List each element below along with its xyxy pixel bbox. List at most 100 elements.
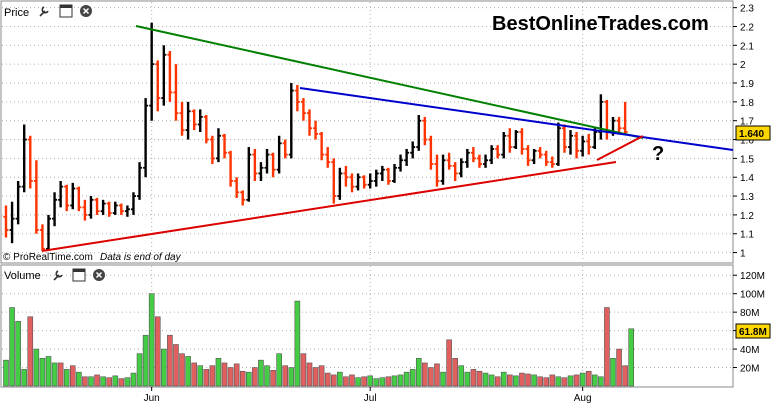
ohlc-bar bbox=[464, 148, 470, 168]
volume-bar bbox=[622, 365, 628, 387]
ohlc-bar bbox=[580, 135, 586, 157]
last-volume-value: 61.8M bbox=[739, 327, 767, 338]
price-tick-label: 1.6 bbox=[740, 136, 754, 147]
ohlc-bar bbox=[513, 130, 519, 149]
wrench-icon[interactable] bbox=[39, 6, 49, 17]
volume-bar bbox=[409, 369, 416, 387]
price-tick-label: 1.2 bbox=[740, 211, 754, 222]
green-trendline bbox=[135, 25, 644, 139]
ohlc-bar bbox=[549, 156, 555, 168]
volume-bar bbox=[549, 374, 556, 387]
volume-bar bbox=[573, 374, 580, 387]
blue-trendline bbox=[299, 87, 734, 151]
ohlc-bar bbox=[319, 132, 325, 161]
close-icon[interactable] bbox=[93, 269, 105, 281]
volume-bar bbox=[106, 377, 112, 387]
volume-bar bbox=[446, 339, 452, 387]
volume-bar bbox=[136, 353, 143, 387]
volume-bar bbox=[197, 365, 204, 387]
volume-bar bbox=[15, 321, 21, 387]
ohlc-bar bbox=[501, 132, 507, 159]
volume-panel-toolbar bbox=[53, 268, 105, 282]
volume-bar bbox=[130, 372, 137, 387]
volume-bar bbox=[500, 371, 507, 387]
volume-bar bbox=[598, 376, 604, 387]
volume-bar bbox=[21, 369, 28, 387]
ohlc-bar bbox=[434, 154, 440, 187]
ohlc-bar bbox=[300, 98, 306, 121]
date-tick-label: Jun bbox=[144, 393, 160, 404]
close-icon[interactable] bbox=[80, 5, 92, 17]
volume-bar bbox=[167, 334, 173, 387]
ohlc-bar bbox=[586, 133, 592, 155]
price-panel-frame bbox=[0, 0, 734, 264]
ohlc-bar bbox=[385, 167, 391, 185]
volume-bar bbox=[282, 365, 289, 387]
ohlc-bar bbox=[555, 122, 561, 166]
ohlc-bar bbox=[458, 158, 464, 178]
credit-text: © ProRealTime.com bbox=[3, 252, 93, 263]
ohlc-bar bbox=[307, 109, 312, 136]
volume-bar bbox=[464, 371, 471, 387]
volume-tick-label: 40M bbox=[740, 345, 759, 356]
volume-tick-label: 120M bbox=[740, 271, 765, 282]
ohlc-bar bbox=[173, 64, 179, 121]
volume-bar bbox=[555, 376, 562, 387]
volume-bar bbox=[142, 334, 149, 387]
ohlc-bar bbox=[404, 148, 410, 166]
price-bars bbox=[3, 22, 628, 251]
red-trendline-short bbox=[596, 135, 644, 161]
volume-bar bbox=[579, 372, 586, 387]
restore-icon[interactable] bbox=[72, 268, 86, 282]
trendlines bbox=[41, 25, 734, 252]
volume-bar bbox=[148, 293, 155, 387]
ohlc-bar bbox=[118, 203, 124, 215]
ohlc-bar bbox=[33, 160, 39, 234]
ohlc-bar bbox=[39, 224, 45, 251]
volume-bar bbox=[312, 367, 319, 387]
volume-bar bbox=[349, 374, 355, 387]
ohlc-bar bbox=[337, 167, 343, 200]
restore-icon[interactable] bbox=[59, 4, 73, 18]
ohlc-bar bbox=[313, 120, 319, 140]
volume-bar bbox=[276, 353, 282, 387]
volume-bar bbox=[440, 371, 446, 387]
price-tick-label: 2.3 bbox=[740, 4, 754, 15]
ohlc-bar bbox=[483, 154, 489, 168]
price-grid bbox=[2, 2, 732, 262]
volume-bar bbox=[300, 353, 307, 387]
volume-bar bbox=[519, 372, 525, 387]
ohlc-bar bbox=[58, 180, 64, 208]
ohlc-bar bbox=[155, 60, 161, 112]
volume-bar bbox=[82, 376, 88, 387]
ohlc-bar bbox=[258, 162, 264, 181]
volume-bar bbox=[452, 358, 458, 387]
volume-bar bbox=[124, 377, 131, 387]
ohlc-bar bbox=[64, 184, 70, 212]
wrench-icon[interactable] bbox=[53, 270, 63, 281]
ohlc-bar bbox=[222, 133, 228, 159]
price-tick-label: 2.2 bbox=[740, 22, 754, 33]
volume-bars bbox=[3, 293, 635, 387]
ohlc-bar bbox=[622, 101, 628, 134]
volume-bar bbox=[39, 358, 46, 387]
ohlc-bar bbox=[137, 162, 143, 200]
volume-bar bbox=[203, 369, 210, 387]
ohlc-bar bbox=[21, 124, 27, 193]
price-tick-label: 1.1 bbox=[740, 230, 754, 241]
ohlc-bar bbox=[264, 148, 270, 174]
ohlc-bar bbox=[440, 154, 446, 185]
volume-bar bbox=[33, 348, 40, 387]
ohlc-bar bbox=[106, 201, 112, 217]
ohlc-bar bbox=[446, 152, 452, 170]
ohlc-bar bbox=[143, 98, 149, 178]
ohlc-bar bbox=[161, 45, 167, 106]
ohlc-bar bbox=[410, 141, 416, 159]
ohlc-bar bbox=[592, 128, 598, 149]
ohlc-bar bbox=[197, 109, 203, 132]
ohlc-bar bbox=[228, 150, 234, 187]
ohlc-bar bbox=[519, 128, 525, 155]
volume-bar bbox=[525, 373, 531, 387]
